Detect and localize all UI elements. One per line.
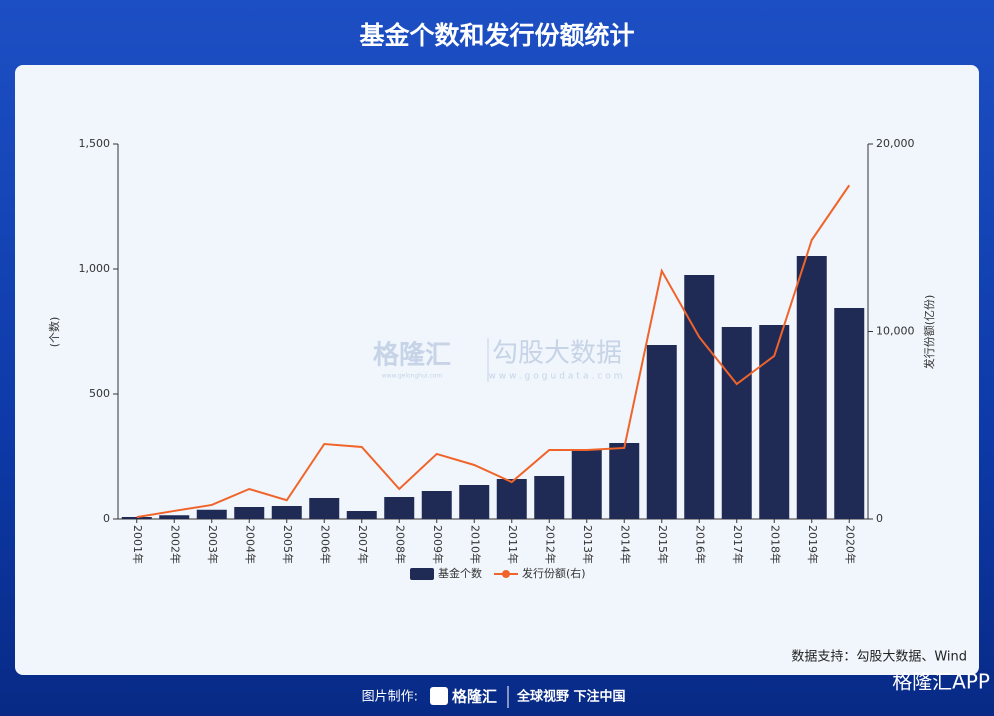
x-tick-label: 2018年	[768, 525, 782, 564]
footer-made-by: 图片制作:	[362, 690, 418, 705]
x-tick-label: 2006年	[318, 525, 332, 564]
x-tick-label: 2010年	[468, 525, 482, 564]
source: 数据支持：勾股大数据、Wind	[791, 650, 967, 665]
x-tick-label: 2015年	[656, 525, 670, 564]
y-tick-label: 1,500	[79, 137, 111, 150]
y2-tick-label: 20,000	[876, 137, 915, 150]
bar	[571, 450, 602, 519]
legend-label: 基金个数	[438, 566, 482, 580]
footer-slogan: 全球视野 下注中国	[516, 689, 626, 705]
x-tick-label: 2014年	[618, 525, 632, 564]
bar	[271, 506, 302, 519]
bar	[759, 325, 790, 519]
x-tick-label: 2013年	[581, 525, 595, 564]
bar	[421, 491, 452, 519]
footer-brand: 格隆汇	[452, 688, 497, 706]
bar	[196, 509, 227, 519]
y2-tick-label: 10,000	[876, 325, 915, 338]
x-tick-label: 2008年	[393, 525, 407, 564]
x-tick-label: 2005年	[281, 525, 295, 564]
bar	[309, 498, 340, 519]
legend-swatch	[410, 568, 434, 580]
x-tick-label: 2003年	[206, 525, 220, 564]
y-tick-label: 500	[89, 387, 110, 400]
y-axis-label: (个数)	[48, 317, 61, 348]
y-tick-label: 0	[103, 512, 110, 525]
footer-app: 格隆汇APP	[892, 670, 990, 694]
x-tick-label: 2011年	[506, 525, 520, 564]
x-tick-label: 2012年	[543, 525, 557, 564]
y2-axis-label: 发行份额(亿份)	[922, 295, 936, 370]
bar	[496, 479, 527, 519]
watermark-brand: 格隆汇	[373, 340, 451, 371]
x-tick-label: 2017年	[731, 525, 745, 564]
bar	[684, 275, 715, 519]
x-tick-label: 2002年	[168, 525, 182, 564]
x-tick-label: 2019年	[806, 525, 820, 564]
bar	[834, 308, 865, 519]
x-tick-label: 2009年	[431, 525, 445, 564]
x-tick-label: 2016年	[693, 525, 707, 564]
watermark-url: www.gelonghui.com	[382, 373, 443, 380]
bar	[721, 327, 752, 519]
watermark-url: www.gogudata.com	[488, 372, 625, 382]
bar	[234, 507, 265, 519]
footer-logo	[430, 687, 448, 705]
watermark-partner: 勾股大数据	[492, 339, 622, 369]
bar	[646, 345, 677, 519]
x-tick-label: 2020年	[843, 525, 857, 564]
legend-swatch	[502, 570, 510, 578]
x-tick-label: 2004年	[243, 525, 257, 564]
x-tick-label: 2001年	[131, 525, 145, 564]
bar	[534, 476, 565, 519]
bar	[609, 443, 640, 519]
legend-label: 发行份额(右)	[522, 566, 586, 580]
bar	[346, 511, 377, 519]
bar	[159, 515, 190, 519]
x-tick-label: 2007年	[356, 525, 370, 564]
line	[136, 184, 851, 519]
bar	[121, 517, 152, 519]
y2-tick-label: 0	[876, 512, 883, 525]
bar	[384, 497, 415, 519]
bar	[796, 256, 827, 519]
bar	[459, 485, 490, 519]
y-tick-label: 1,000	[79, 262, 111, 275]
chart-title: 基金个数和发行份额统计	[359, 21, 634, 50]
